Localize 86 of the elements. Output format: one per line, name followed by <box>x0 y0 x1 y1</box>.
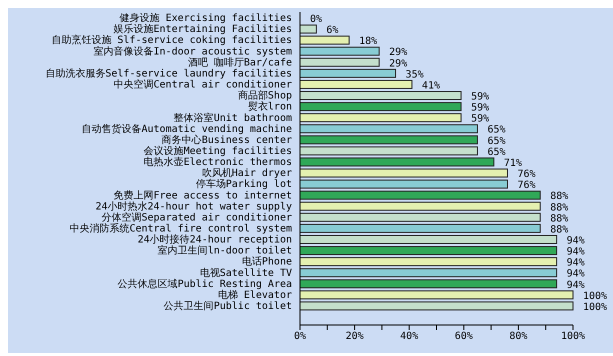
bar <box>300 146 478 156</box>
bar <box>300 246 558 256</box>
bar <box>300 279 558 288</box>
y-tick-label: 分体空调Separated air conditioner <box>101 211 292 224</box>
bar <box>300 24 317 34</box>
data-label: 88% <box>550 191 568 202</box>
data-label: 76% <box>517 169 536 180</box>
y-tick-label: 中央空调Central air conditioner <box>114 78 292 91</box>
y-tick-label: 商务中心Business center <box>162 134 292 146</box>
y-tick-label: 会议设施Meeting facilities <box>144 144 292 157</box>
bar <box>300 168 508 178</box>
y-tick-label: 整体浴室Unit bathroom <box>174 112 292 124</box>
bar <box>300 190 541 200</box>
data-label: 0% <box>310 14 322 25</box>
data-label: 94% <box>566 280 585 291</box>
data-label: 88% <box>550 213 568 224</box>
y-tick-label: 电话Phone <box>242 256 292 268</box>
y-tick-label: 电视Satellite TV <box>200 266 292 279</box>
data-label: 88% <box>550 224 568 236</box>
y-tick-label: 娱乐设施Entertaining Facilities <box>114 23 292 36</box>
y-tick-label: 商品部Shop <box>238 90 292 102</box>
data-label: 100% <box>583 302 608 313</box>
y-tick-label: 熨衣lron <box>248 100 292 113</box>
bar <box>300 58 380 67</box>
data-label: 88% <box>550 202 568 214</box>
y-tick-label: 24小时热水24-hour hot water supply <box>95 200 292 212</box>
data-label: 65% <box>487 136 506 147</box>
y-tick-label: 电梯 Elevator <box>218 288 292 301</box>
y-tick-label: 酒吧 咖啡厅Bar/cafe <box>188 56 292 68</box>
data-label: 71% <box>504 158 522 169</box>
bar <box>300 157 494 166</box>
data-label: 94% <box>566 246 585 258</box>
data-label: 100% <box>583 290 608 302</box>
data-label: 94% <box>566 258 585 269</box>
data-label: 59% <box>471 114 490 125</box>
y-tick-label: 自助洗衣服务Self-service laundry facilities <box>45 67 292 80</box>
bar <box>300 202 541 211</box>
x-tick-label: 60% <box>454 331 473 342</box>
bar <box>300 135 478 144</box>
data-label: 29% <box>389 58 408 70</box>
bar <box>300 257 558 266</box>
y-tick-label: 健身设施 Exercising facilities <box>120 12 292 24</box>
x-tick-label: 100% <box>560 331 586 342</box>
y-tick-label: 室内卫生间ln-door toilet <box>158 244 292 257</box>
x-tick-label: 0% <box>294 331 306 342</box>
y-tick-label: 公共休息区域Public Resting Area <box>118 278 292 290</box>
bar <box>300 301 574 310</box>
y-tick-label: 室内音像设备In-door acoustic system <box>94 45 292 58</box>
bar <box>300 234 558 244</box>
bar <box>300 113 462 122</box>
y-tick-label: 吹风机Hair dryer <box>202 167 292 180</box>
data-label: 94% <box>566 268 585 280</box>
data-label: 65% <box>487 124 506 136</box>
data-label: 35% <box>406 69 424 80</box>
y-tick-label: 公共卫生间Public toilet <box>164 300 292 312</box>
data-label: 41% <box>422 80 440 92</box>
y-tick-label: 24小时接待24-hour reception <box>138 234 292 246</box>
bar <box>300 224 541 233</box>
x-tick-label: 40% <box>400 331 418 342</box>
bar <box>300 268 558 278</box>
bar <box>300 68 396 78</box>
data-label: 6% <box>326 25 338 36</box>
data-label: 18% <box>359 36 378 48</box>
x-tick-label: 20% <box>346 331 364 342</box>
y-tick-label: 中央消防系统Central fire control system <box>69 222 292 234</box>
bar <box>300 212 541 222</box>
y-tick-label: 免费上网Free access to internet <box>114 189 292 202</box>
bar <box>300 180 508 189</box>
data-label: 76% <box>517 180 536 192</box>
data-label: 65% <box>487 146 506 158</box>
data-label: 94% <box>566 235 585 246</box>
y-tick-label: 电热水壶Electronic thermos <box>144 156 292 168</box>
bar <box>300 124 478 134</box>
y-tick-label: 自动售货设备Automatic vending machine <box>81 122 292 135</box>
x-tick-label: 80% <box>509 331 528 342</box>
bar <box>300 102 462 112</box>
data-label: 29% <box>389 47 408 58</box>
bar <box>300 290 574 300</box>
y-tick-label: 自助烹饪设施 Slf-service coking facilities <box>51 34 292 46</box>
bar <box>300 46 380 56</box>
bar <box>300 36 350 45</box>
bar <box>300 91 462 100</box>
bar <box>300 80 412 89</box>
y-tick-label: 停车场Parking lot <box>196 178 292 190</box>
data-label: 59% <box>471 92 490 103</box>
data-label: 59% <box>471 102 490 114</box>
